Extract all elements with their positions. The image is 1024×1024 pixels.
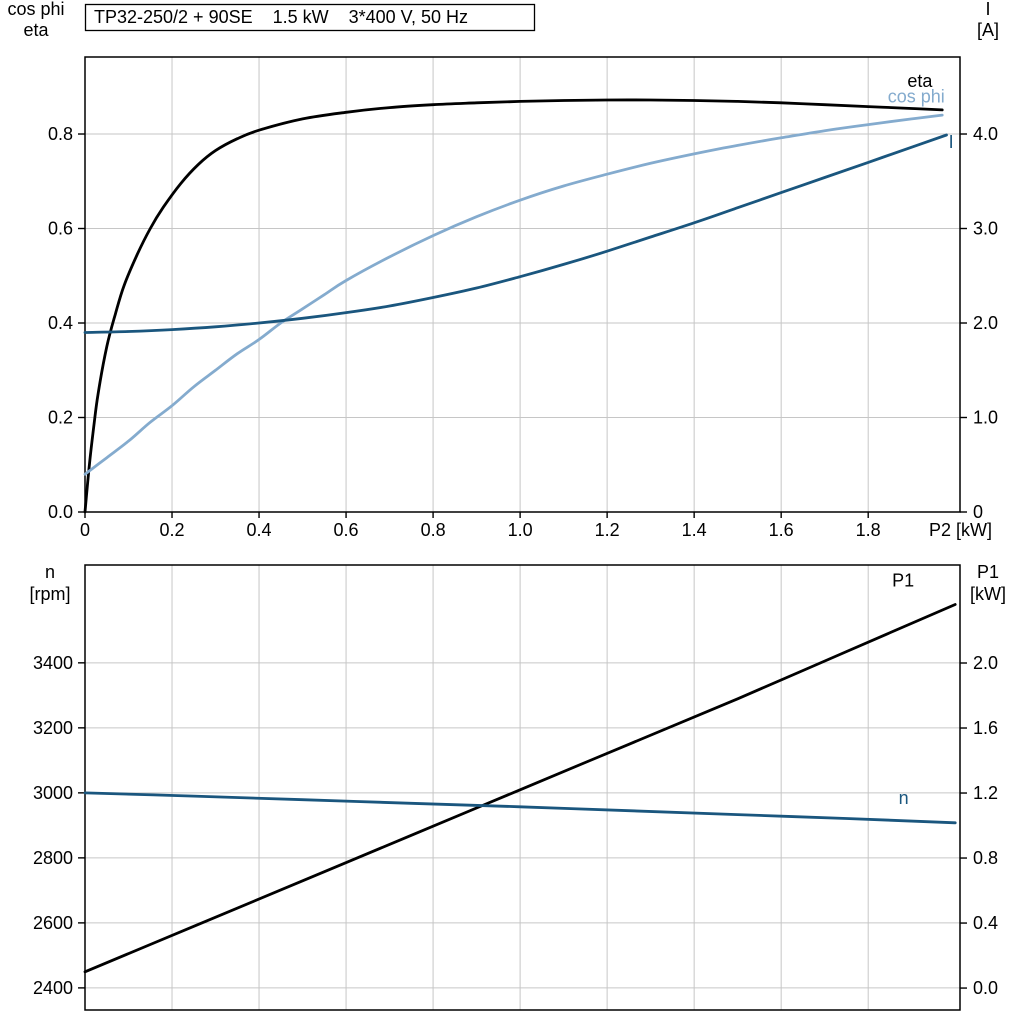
x-tick-label: 0.6 bbox=[334, 520, 359, 540]
bottom-left-axis-unit-rpm: [rpm] bbox=[29, 584, 70, 604]
left-tick-label: 3200 bbox=[33, 718, 73, 738]
left-tick-label: 2800 bbox=[33, 848, 73, 868]
left-tick-label: 0.0 bbox=[48, 502, 73, 522]
x-tick-label: 1.8 bbox=[856, 520, 881, 540]
x-axis-unit-label: P2 [kW] bbox=[929, 520, 992, 540]
series-curve-n bbox=[83, 791, 957, 825]
curve-label-eta: eta bbox=[907, 71, 933, 91]
x-tick-label: 1.0 bbox=[508, 520, 533, 540]
x-tick-label: 0.2 bbox=[160, 520, 185, 540]
x-tick-label: 0.4 bbox=[247, 520, 272, 540]
left-tick-label: 0.2 bbox=[48, 408, 73, 428]
right-tick-label: 0.0 bbox=[973, 978, 998, 998]
top-right-axis-label-current: I bbox=[985, 0, 990, 19]
series-curve-cos-phi bbox=[83, 113, 944, 476]
x-tick-label: 1.4 bbox=[682, 520, 707, 540]
bottom-right-axis-unit-kw: [kW] bbox=[970, 584, 1006, 604]
plot-border bbox=[84, 56, 961, 513]
top-left-axis-label-cos-phi: cos phi bbox=[7, 0, 64, 19]
x-tick-label: 1.6 bbox=[769, 520, 794, 540]
top-left-axis-label-eta: eta bbox=[23, 20, 49, 40]
x-tick-label: 0 bbox=[80, 520, 90, 540]
chart-title: TP32-250/2 + 90SE 1.5 kW 3*400 V, 50 Hz bbox=[94, 7, 468, 27]
curve-label-cos-phi: cos phi bbox=[888, 86, 945, 106]
left-tick-label: 0.4 bbox=[48, 313, 73, 333]
right-tick-label: 0.8 bbox=[973, 848, 998, 868]
left-tick-label: 3400 bbox=[33, 653, 73, 673]
x-tick-label: 0.8 bbox=[421, 520, 446, 540]
right-tick-label: 3.0 bbox=[973, 219, 998, 239]
x-tick-label: 1.2 bbox=[595, 520, 620, 540]
right-tick-label: 1.6 bbox=[973, 718, 998, 738]
left-tick-label: 2400 bbox=[33, 978, 73, 998]
plot-border bbox=[84, 564, 961, 1011]
left-tick-label: 0.6 bbox=[48, 219, 73, 239]
bottom-right-axis-label-p1: P1 bbox=[977, 562, 999, 582]
right-tick-label: 0 bbox=[973, 502, 983, 522]
series-curve-eta bbox=[83, 98, 944, 514]
top-right-axis-unit-amps: [A] bbox=[977, 20, 999, 40]
right-tick-label: 1.0 bbox=[973, 408, 998, 428]
right-tick-label: 1.2 bbox=[973, 783, 998, 803]
bottom-left-axis-label-n: n bbox=[45, 562, 55, 582]
left-tick-label: 0.8 bbox=[48, 124, 73, 144]
right-tick-label: 0.4 bbox=[973, 913, 998, 933]
series-curve-P1 bbox=[83, 603, 957, 974]
title-box bbox=[84, 3, 536, 32]
left-tick-label: 3000 bbox=[33, 783, 73, 803]
bottom-chart: 2400 2600 2800 3000 3200 3400 0.0 0.4 0.8 1.2 1.6 2… bbox=[33, 564, 998, 1011]
left-tick-label: 2600 bbox=[33, 913, 73, 933]
curve-label-n: n bbox=[899, 788, 909, 808]
series-curve-I bbox=[83, 133, 948, 334]
curve-label-I: I bbox=[949, 132, 954, 152]
top-chart: 0 0.2 0.4 0.6 0.8 1.0 1.2 1.4 1.6 1.8 0.0 0.2 0.4 0.6… bbox=[48, 56, 998, 540]
curve-label-P1: P1 bbox=[892, 571, 914, 591]
right-tick-label: 4.0 bbox=[973, 124, 998, 144]
right-tick-label: 2.0 bbox=[973, 313, 998, 333]
right-tick-label: 2.0 bbox=[973, 653, 998, 673]
